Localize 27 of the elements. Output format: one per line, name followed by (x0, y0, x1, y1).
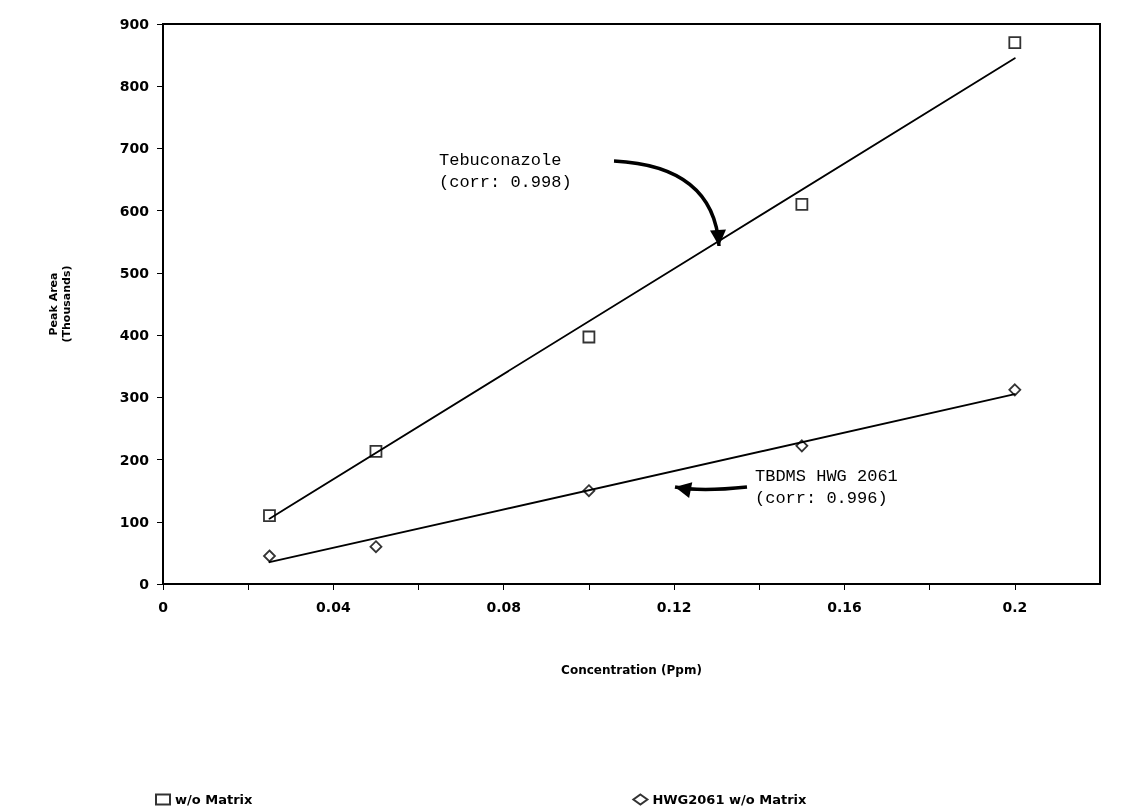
legend-label: HWG2061 w/o Matrix (652, 792, 807, 807)
x-tick-label: 0.04 (316, 599, 351, 615)
y-tick-label: 800 (119, 78, 150, 95)
y-tick-label: 700 (119, 140, 150, 157)
y-tick-label: 900 (119, 16, 150, 32)
point (369, 540, 383, 554)
annotation: Tebuconazole (corr: 0.998) (439, 150, 572, 192)
y-tick-label: 400 (119, 327, 150, 344)
x-axis-title: Concentration (Ppm) (561, 663, 702, 677)
x-tick-label: 0 (158, 599, 169, 615)
y-axis-title: Peak Area (Thousands) (47, 265, 73, 343)
y-tick-label: 600 (119, 202, 150, 219)
point (795, 198, 809, 211)
y-tick-label: 0 (139, 576, 150, 592)
annotation: TBDMS HWG 2061 (corr: 0.996) (755, 466, 898, 508)
y-tick-label: 100 (119, 513, 150, 530)
legend-label: w/o Matrix (175, 792, 254, 807)
point (1008, 36, 1022, 50)
point (263, 549, 276, 563)
x-tick-label: 0.2 (1002, 599, 1028, 615)
y-tick-label: 300 (119, 389, 150, 406)
x-tick-label: 0.16 (827, 599, 862, 615)
x-tick-label: 0.12 (656, 599, 692, 615)
point (1008, 383, 1022, 397)
y-tick-label: 500 (119, 264, 150, 281)
y-tick-label: 200 (119, 451, 150, 468)
x-tick-label: 0.08 (486, 599, 521, 615)
